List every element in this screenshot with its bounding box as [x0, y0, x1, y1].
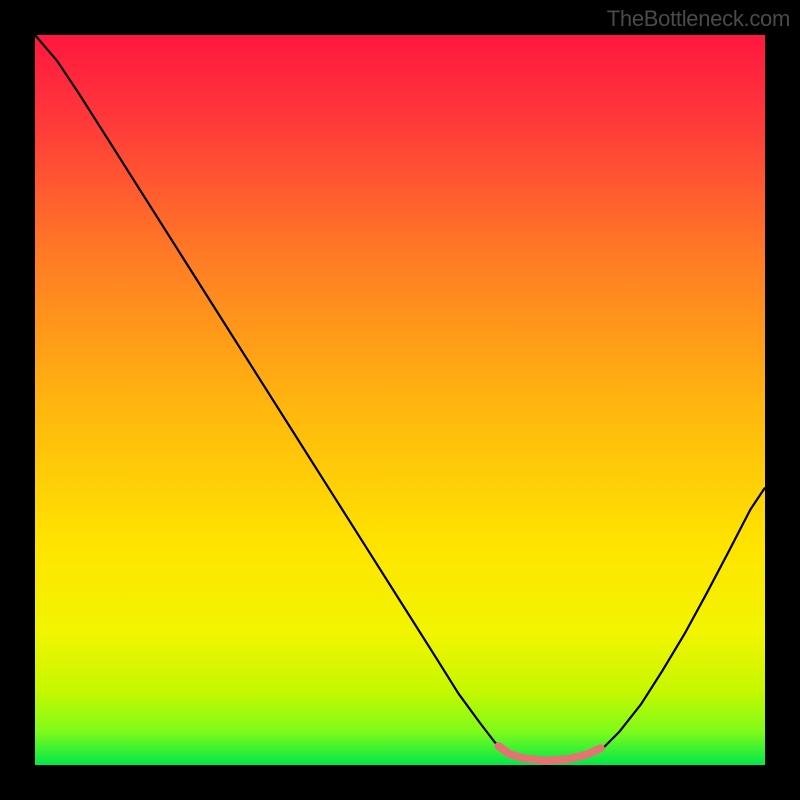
- gradient-background: [35, 35, 765, 765]
- bottleneck-curve-chart: [35, 35, 765, 765]
- watermark-text: TheBottleneck.com: [607, 6, 790, 32]
- plot-area: [35, 35, 765, 765]
- chart-container: TheBottleneck.com: [0, 0, 800, 800]
